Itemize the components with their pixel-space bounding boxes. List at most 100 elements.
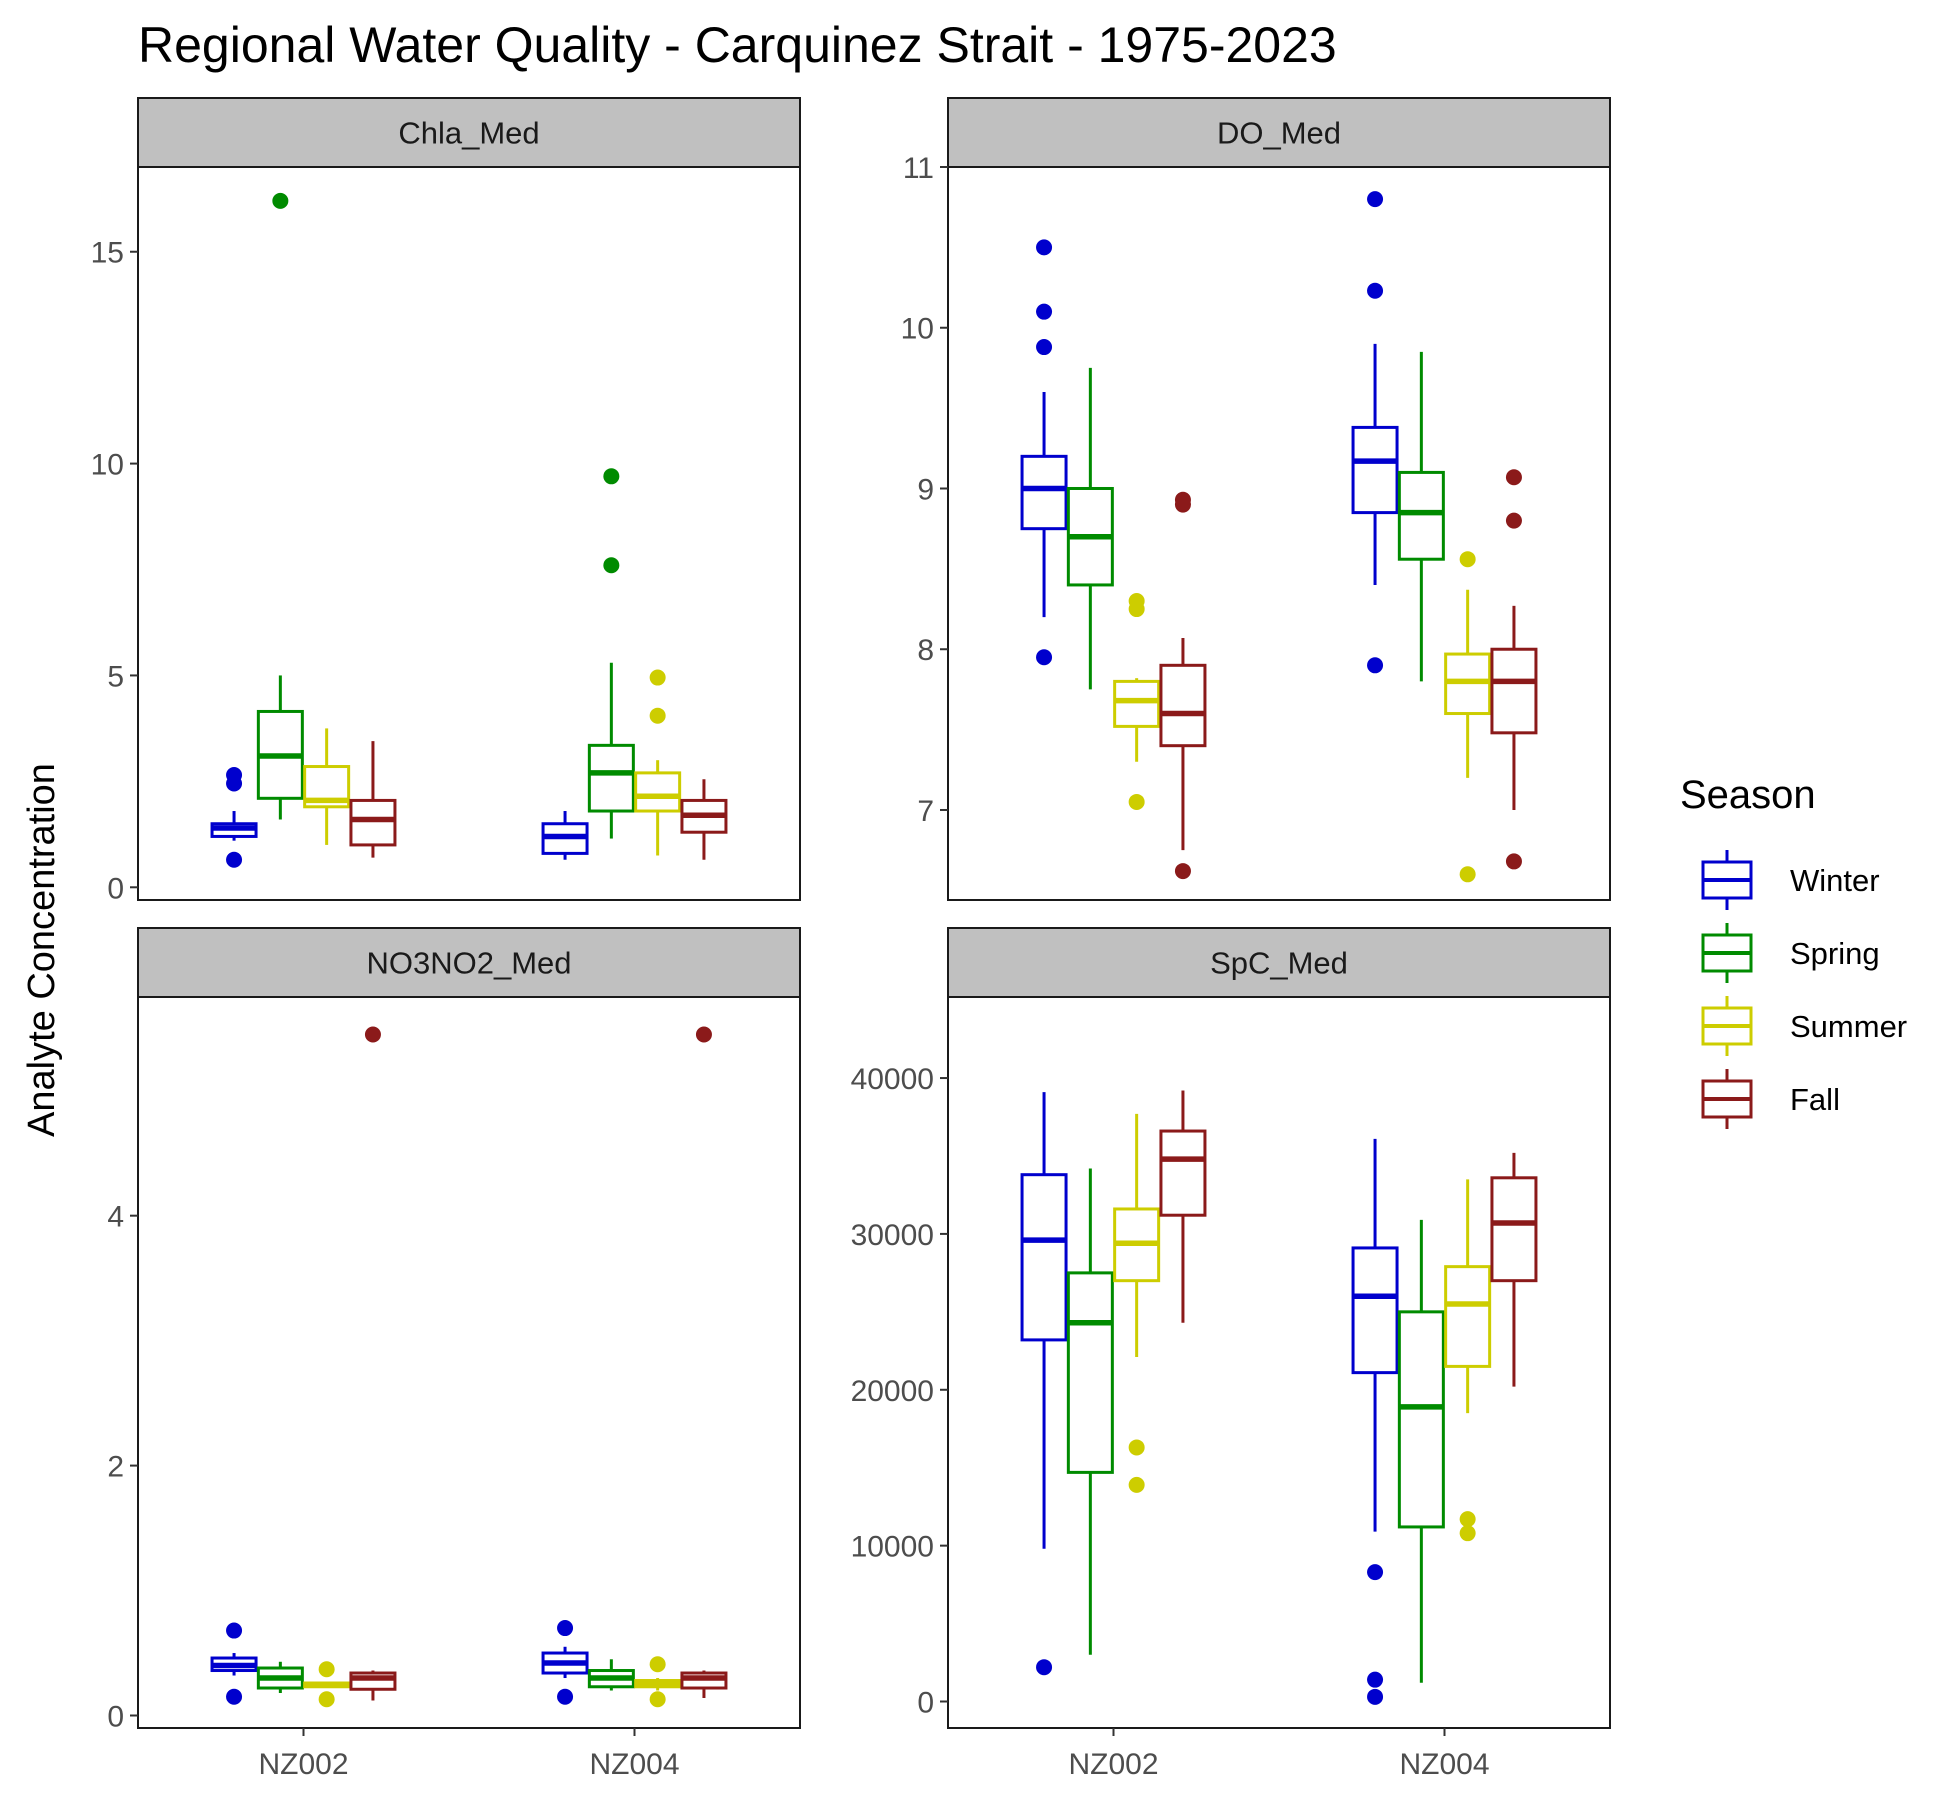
y-tick-label: 0	[917, 1687, 934, 1720]
outlier-point	[1367, 191, 1384, 208]
facet-strip	[137, 927, 801, 998]
box-nz002-fall	[349, 741, 397, 858]
y-tick-label: 0	[107, 872, 124, 905]
y-tick-label: 20000	[851, 1375, 934, 1408]
box-nz002-summer	[303, 1661, 351, 1708]
box-nz004-spring	[1397, 1219, 1445, 1683]
box-iqr	[1444, 1265, 1492, 1368]
x-tick-label: NZ004	[1399, 1748, 1489, 1781]
y-tick-label: 5	[107, 660, 124, 693]
box-iqr	[1490, 647, 1538, 735]
legend-label: Fall	[1790, 1082, 1840, 1117]
y-tick-label: 4	[107, 1201, 124, 1234]
panel-border	[947, 996, 1611, 1729]
y-tick-label: 9	[917, 473, 934, 506]
panel-chla-med: Chla_Med 0 5 10 15	[91, 97, 801, 905]
box-iqr	[634, 771, 682, 813]
legend-label: Winter	[1790, 863, 1880, 898]
outlier-point	[364, 1026, 381, 1043]
facet-strip	[137, 97, 801, 168]
outlier-point	[1128, 1439, 1145, 1456]
x-tick-label: NZ002	[258, 1748, 348, 1781]
outlier-point	[649, 1656, 666, 1673]
outlier-point	[318, 1661, 335, 1678]
box-nz004-winter	[541, 811, 589, 860]
outlier-point	[226, 1688, 243, 1705]
box-nz004-summer	[1444, 1179, 1492, 1542]
box-iqr	[587, 743, 635, 813]
box-nz002-summer	[1113, 593, 1161, 810]
y-tick-label: 10	[901, 313, 934, 346]
box-nz002-winter	[210, 767, 258, 868]
box-nz002-winter	[1020, 239, 1068, 666]
box-nz002-winter	[210, 1622, 258, 1705]
box-iqr	[1351, 425, 1399, 515]
box-nz002-fall	[1159, 491, 1207, 880]
legend-title: Season	[1680, 773, 1816, 817]
box-iqr	[1351, 1246, 1399, 1375]
facet-strip	[947, 927, 1611, 998]
facet-strip-label: SpC_Med	[1210, 946, 1348, 981]
box-nz002-summer	[303, 728, 351, 845]
outlier-point	[1367, 1688, 1384, 1705]
box-nz004-summer	[634, 669, 682, 856]
box-nz002-spring	[1066, 367, 1114, 690]
box-iqr	[1020, 1173, 1068, 1342]
y-axis-label: Analyte Concentration	[21, 763, 63, 1137]
outlier-point	[603, 557, 620, 574]
box-iqr	[1397, 1310, 1445, 1529]
outlier-point	[1128, 793, 1145, 810]
panel-spc-med: SpC_Med 0 10000 20000 30000 40000 NZ002 NZ004	[851, 927, 1611, 1781]
box-nz004-summer	[1444, 551, 1492, 883]
outlier-point	[226, 767, 243, 784]
y-tick-label: 40000	[851, 1063, 934, 1096]
legend-label: Summer	[1790, 1009, 1907, 1044]
outlier-point	[557, 1620, 574, 1637]
outlier-point	[649, 707, 666, 724]
box-nz002-fall	[349, 1026, 397, 1701]
outlier-point	[1036, 303, 1053, 320]
box-nz004-spring	[587, 468, 635, 839]
outlier-point	[1367, 1671, 1384, 1688]
box-nz002-spring	[1066, 1168, 1114, 1655]
outlier-point	[1174, 863, 1191, 880]
box-iqr	[1397, 470, 1445, 561]
box-nz004-summer	[634, 1656, 682, 1708]
outlier-point	[1036, 1659, 1053, 1676]
y-tick-label: 7	[917, 795, 934, 828]
outlier-point	[1505, 469, 1522, 486]
outlier-point	[1459, 1525, 1476, 1542]
outlier-point	[1036, 649, 1053, 666]
box-nz002-summer	[1113, 1113, 1161, 1493]
outlier-point	[1459, 551, 1476, 568]
box-nz004-winter	[1351, 1138, 1399, 1705]
outlier-point	[649, 1691, 666, 1708]
outlier-point	[695, 1026, 712, 1043]
box-nz004-fall	[680, 779, 728, 860]
box-nz002-winter	[1020, 1092, 1068, 1676]
outlier-point	[1128, 1476, 1145, 1493]
outlier-point	[1367, 1564, 1384, 1581]
panel-do-med: DO_Med 7 8 9 10 11	[901, 97, 1611, 901]
y-tick-label: 10000	[851, 1531, 934, 1564]
legend-label: Spring	[1790, 936, 1880, 971]
outlier-point	[1174, 491, 1191, 508]
box-nz004-winter	[1351, 191, 1399, 674]
outlier-point	[603, 468, 620, 485]
legend-item-fall: Fall	[1701, 1069, 1840, 1129]
box-nz004-spring	[1397, 351, 1445, 682]
box-iqr	[349, 798, 397, 847]
legend: Season Winter Spring Summer Fall	[1680, 773, 1907, 1129]
box-iqr	[1490, 1176, 1538, 1283]
outlier-point	[1367, 282, 1384, 299]
outlier-point	[1459, 866, 1476, 883]
outlier-point	[226, 851, 243, 868]
y-tick-label: 0	[107, 1701, 124, 1734]
outlier-point	[272, 192, 289, 209]
panel-no3no2-med: NO3NO2_Med 0 2 4 NZ002 NZ004	[107, 927, 801, 1781]
x-tick-label: NZ002	[1068, 1748, 1158, 1781]
box-nz002-fall	[1159, 1090, 1207, 1323]
panel-border	[137, 166, 801, 901]
outlier-point	[557, 1688, 574, 1705]
facet-strip-label: DO_Med	[1217, 116, 1341, 151]
